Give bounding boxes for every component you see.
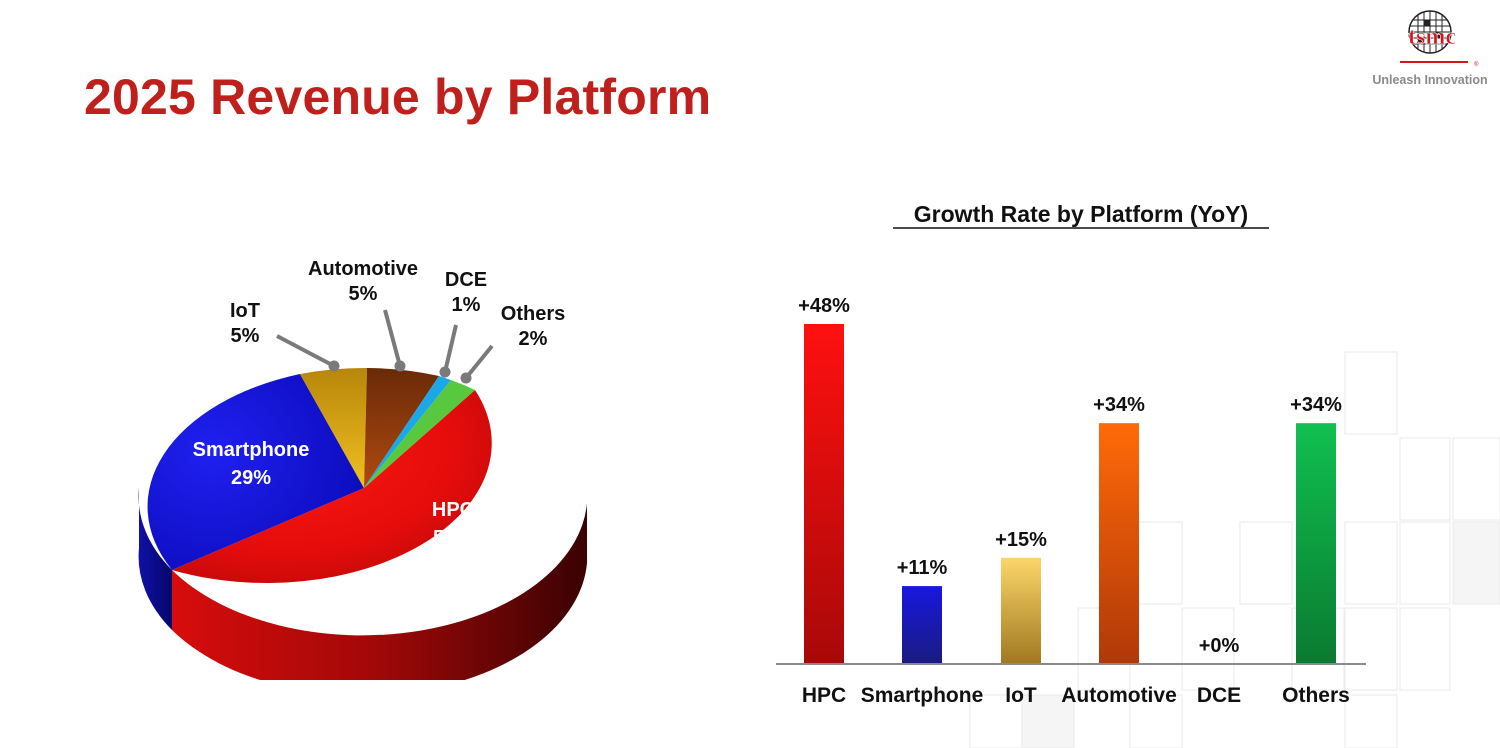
- pie-label-smartphone: Smartphone: [193, 439, 310, 461]
- x-tick-automotive: Automotive: [1061, 684, 1177, 707]
- pie-leader-dot-iot: [328, 360, 340, 372]
- logo-text: tsmc: [1408, 24, 1456, 50]
- x-tick-others: Others: [1282, 684, 1350, 707]
- bar-iot: [1001, 557, 1041, 664]
- background-pattern: [969, 351, 1500, 748]
- pie-leader-iot: [276, 334, 335, 368]
- pie-label-others: Others: [501, 303, 565, 325]
- pie-value-automotive: 5%: [349, 283, 378, 305]
- bar-chart: Growth Rate by Platform (YoY) +48% +11% +1…: [776, 201, 1366, 707]
- pie-value-others: 2%: [519, 328, 548, 350]
- svg-text:®: ®: [1474, 61, 1479, 68]
- x-tick-dce: DCE: [1197, 684, 1241, 707]
- bar-value-smartphone: +11%: [897, 557, 948, 579]
- bar-others: [1296, 423, 1336, 664]
- pie-chart: HPC 58% Smartphone 29% IoT 5% Automotive 5% DCE 1…: [138, 258, 587, 680]
- x-tick-smartphone: Smartphone: [861, 684, 984, 707]
- bar-value-dce: +0%: [1199, 635, 1240, 657]
- pie-leader-others: [464, 344, 494, 380]
- tsmc-logo: tsmc ®: [1400, 10, 1479, 68]
- pie-label-hpc: HPC: [432, 499, 474, 521]
- bar-chart-title: Growth Rate by Platform (YoY): [914, 201, 1248, 227]
- x-tick-hpc: HPC: [802, 684, 846, 707]
- pie-label-dce: DCE: [445, 269, 487, 291]
- bar-smartphone: [902, 586, 942, 664]
- tagline: Unleash Innovation: [1372, 73, 1488, 87]
- pie-label-automotive: Automotive: [308, 258, 418, 280]
- bar-value-automotive: +34%: [1093, 394, 1145, 416]
- bar-automotive: [1099, 423, 1139, 664]
- pie-label-iot: IoT: [230, 300, 260, 322]
- pie-value-hpc: 58%: [433, 527, 473, 549]
- bar-value-others: +34%: [1290, 394, 1342, 416]
- pie-leader-dot-automotive: [394, 360, 406, 372]
- pie-leader-dot-dce: [439, 366, 451, 378]
- slide-title: 2025 Revenue by Platform: [84, 69, 712, 125]
- pie-value-dce: 1%: [452, 294, 481, 316]
- bar-hpc: [804, 324, 844, 664]
- bar-value-iot: +15%: [995, 529, 1047, 551]
- pie-value-iot: 5%: [231, 325, 260, 347]
- bar-value-hpc: +48%: [798, 295, 850, 317]
- pie-leader-dot-others: [460, 372, 472, 384]
- pie-leader-dce: [443, 324, 458, 373]
- pie-leader-automotive: [383, 309, 402, 367]
- x-tick-iot: IoT: [1005, 684, 1037, 707]
- pie-value-smartphone: 29%: [231, 467, 271, 489]
